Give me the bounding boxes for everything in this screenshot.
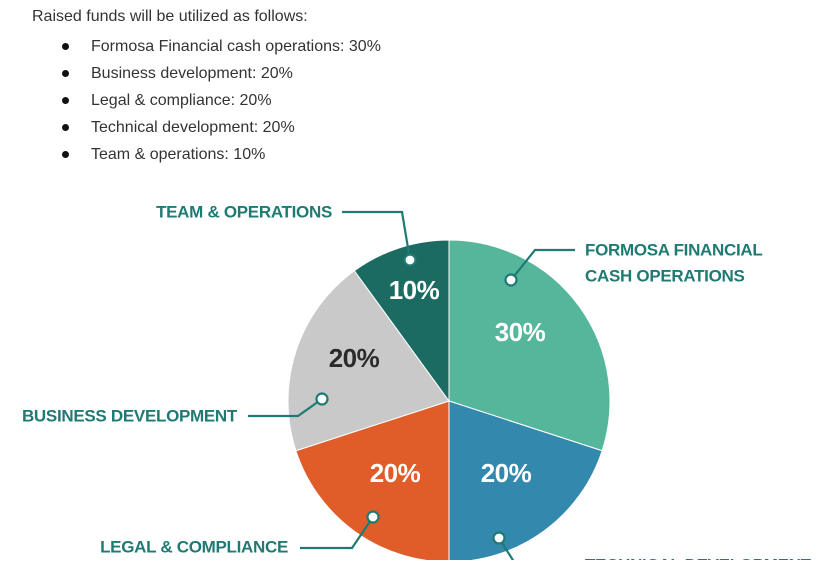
bullet-icon (62, 70, 69, 77)
slice-value-label: 10% (389, 275, 440, 305)
list-item-text: Legal & compliance: 20% (91, 92, 272, 109)
leader-line (510, 248, 575, 281)
slice-category-label: LEGAL & COMPLIANCE (100, 537, 288, 556)
bullet-icon (62, 97, 69, 104)
list-item-text: Team & operations: 10% (91, 146, 266, 163)
slice-category-label: CASH OPERATIONS (585, 266, 745, 285)
fund-use-list: Formosa Financial cash operations: 30% B… (60, 33, 381, 168)
list-item: Team & operations: 10% (60, 141, 381, 168)
slice-category-label: BUSINESS DEVELOPMENT (22, 406, 238, 425)
intro-text: Raised funds will be utilized as follows… (32, 8, 308, 25)
pie-slice (448, 239, 611, 452)
leader-marker-icon (504, 273, 518, 287)
leader-line (342, 210, 412, 261)
bullet-icon (62, 124, 69, 131)
leader-marker-icon (315, 392, 329, 406)
slice-category-label: TECHNICAL DEVELOPMENT (585, 555, 812, 560)
leader-line (248, 398, 323, 418)
leader-marker-icon (366, 510, 380, 524)
list-item-text: Technical development: 20% (91, 119, 295, 136)
slice-category-label: TEAM & OPERATIONS (156, 202, 332, 221)
slice-value-label: 20% (481, 458, 532, 488)
list-item-text: Formosa Financial cash operations: 30% (91, 38, 381, 55)
list-item: Formosa Financial cash operations: 30% (60, 33, 381, 60)
slice-value-label: 20% (370, 458, 421, 488)
leader-marker-icon (403, 253, 417, 267)
list-item-text: Business development: 20% (91, 65, 293, 82)
slice-value-label: 20% (329, 343, 380, 373)
list-item: Business development: 20% (60, 60, 381, 87)
bullet-icon (62, 43, 69, 50)
bullet-icon (62, 151, 69, 158)
list-item: Technical development: 20% (60, 114, 381, 141)
slice-category-label: FORMOSA FINANCIAL (585, 240, 762, 259)
list-item: Legal & compliance: 20% (60, 87, 381, 114)
slice-value-label: 30% (495, 317, 546, 347)
pie-slice (353, 239, 450, 403)
leader-marker-icon (492, 531, 506, 545)
pie-slice (287, 270, 450, 452)
leader-line (300, 516, 374, 550)
